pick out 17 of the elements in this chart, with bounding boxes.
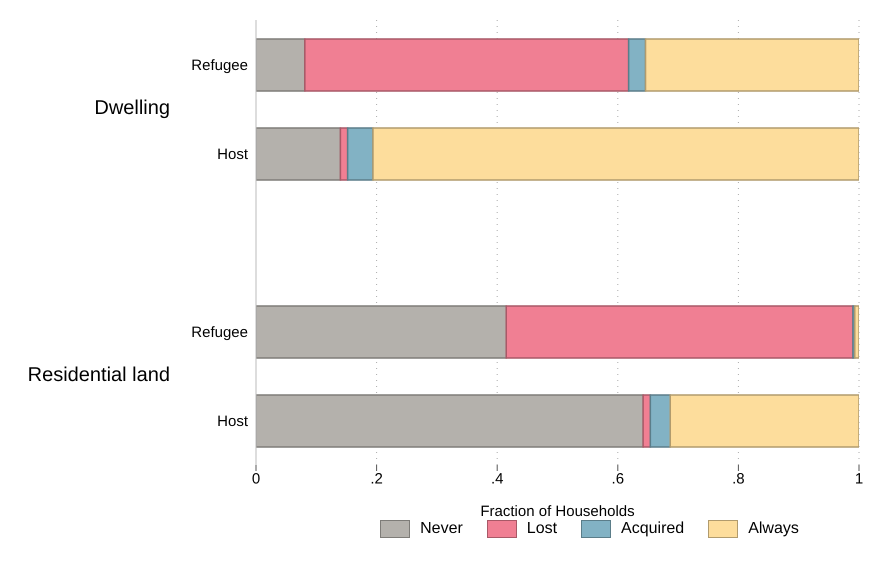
legend-label: Always	[748, 520, 799, 538]
y-tick-label: Refugee	[191, 324, 248, 341]
y-tick-label: Host	[217, 146, 249, 163]
legend-label: Lost	[526, 520, 558, 538]
legend-label: Never	[420, 520, 463, 538]
legend-label: Acquired	[621, 520, 684, 538]
x-tick-label: .4	[490, 470, 504, 488]
text: Dwelling	[93, 97, 170, 120]
x-tick-label: .6	[612, 470, 624, 488]
x-tick-label: .8	[732, 470, 745, 488]
x-tick-label: 0	[252, 470, 260, 488]
y-tick-label: Host	[217, 412, 249, 430]
x-tick-label: 1	[854, 470, 864, 488]
x-tick-label: .2	[370, 470, 383, 488]
y-tick-label: Refugee	[191, 56, 248, 74]
x-axis-title: Fraction of Households	[480, 503, 635, 520]
text: Residential land	[26, 364, 170, 387]
